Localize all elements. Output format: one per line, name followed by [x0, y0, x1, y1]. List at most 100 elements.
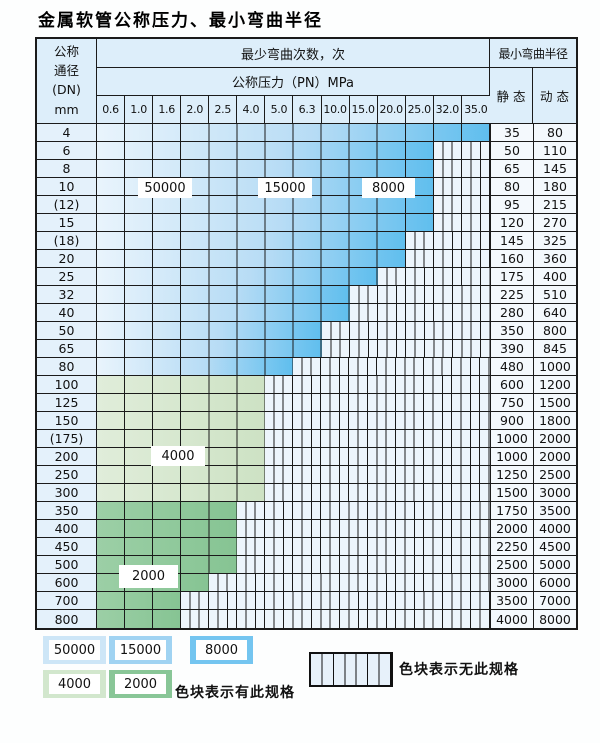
table-row: 65 390 845 — [37, 340, 576, 358]
no-spec-hatch-span — [349, 304, 490, 321]
dn-value: 250 — [37, 466, 97, 483]
dn-value: 25 — [37, 268, 97, 285]
pressure-col-header: 1.6 — [153, 96, 182, 123]
no-spec-hatch-span — [321, 340, 490, 357]
static-radius-value: 1750 — [489, 502, 533, 519]
dn-value: 300 — [37, 484, 97, 501]
dn-value: 400 — [37, 520, 97, 537]
dynamic-radius-value: 145 — [532, 160, 576, 177]
no-spec-hatch-span — [293, 358, 490, 375]
table-row: 350 1750 3500 — [37, 502, 576, 520]
dynamic-radius-value: 6000 — [532, 574, 576, 591]
cycle-count-label: 8000 — [362, 178, 415, 198]
no-spec-hatch-span — [209, 574, 490, 591]
no-spec-hatch-span — [265, 412, 490, 429]
static-radius-value: 3000 — [489, 574, 533, 591]
table-row: 300 1500 3000 — [37, 484, 576, 502]
dn-value: 50 — [37, 322, 97, 339]
static-radius-value: 1000 — [489, 430, 533, 447]
spec-colored-span — [97, 214, 434, 231]
legend-swatch-label: 50000 — [49, 640, 100, 660]
static-column-header: 静 态 — [490, 68, 533, 124]
table-row: 800 4000 8000 — [37, 610, 576, 628]
table-row: 20 160 360 — [37, 250, 576, 268]
dynamic-radius-value: 80 — [532, 124, 576, 141]
table-row: 700 3500 7000 — [37, 592, 576, 610]
dynamic-radius-value: 1000 — [532, 358, 576, 375]
dynamic-radius-value: 640 — [532, 304, 576, 321]
table-row: 200 1000 2000 — [37, 448, 576, 466]
dynamic-radius-value: 4000 — [532, 520, 576, 537]
no-spec-hatch-span — [405, 232, 490, 249]
spec-colored-span — [97, 376, 266, 393]
no-spec-hatch-span — [377, 268, 490, 285]
spec-colored-span — [97, 304, 350, 321]
no-spec-hatch-span — [349, 286, 490, 303]
no-spec-hatch-span — [433, 214, 490, 231]
no-spec-hatch-span — [405, 250, 490, 267]
pressure-col-header: 1.0 — [125, 96, 154, 123]
table-row: (175) 1000 2000 — [37, 430, 576, 448]
legend-swatch: 2000 — [109, 670, 172, 698]
static-radius-value: 80 — [489, 178, 533, 195]
no-spec-hatch-span — [181, 592, 490, 609]
spec-colored-span — [97, 250, 406, 267]
dynamic-radius-value: 3000 — [532, 484, 576, 501]
dn-column-header: 公称 通径 (DN) mm — [37, 39, 97, 124]
spec-colored-span — [97, 592, 182, 609]
static-radius-value: 175 — [489, 268, 533, 285]
table-row: 32 225 510 — [37, 286, 576, 304]
dynamic-radius-value: 845 — [532, 340, 576, 357]
dn-value: 500 — [37, 556, 97, 573]
static-radius-value: 95 — [489, 196, 533, 213]
dynamic-radius-value: 270 — [532, 214, 576, 231]
no-spec-hatch-span — [181, 610, 490, 628]
table-row: 125 750 1500 — [37, 394, 576, 412]
dn-value: 8 — [37, 160, 97, 177]
static-radius-value: 145 — [489, 232, 533, 249]
no-spec-hatch-span — [433, 178, 490, 195]
table-row: 150 900 1800 — [37, 412, 576, 430]
static-radius-value: 2250 — [489, 538, 533, 555]
dn-value: 20 — [37, 250, 97, 267]
no-spec-hatch-span — [237, 556, 490, 573]
no-spec-hatch-span — [265, 430, 490, 447]
table-row: 4 35 80 — [37, 124, 576, 142]
dn-value: 450 — [37, 538, 97, 555]
dn-value: (18) — [37, 232, 97, 249]
table-row: (12) 95 215 — [37, 196, 576, 214]
spec-colored-span — [97, 484, 266, 501]
table-body: 4 35 80 6 50 110 8 65 145 10 80 180 (12) 95 215 15 120 27… — [37, 124, 576, 628]
dn-header-line: mm — [54, 101, 79, 117]
min-bend-radius-header: 最小弯曲半径 — [490, 39, 576, 68]
pressure-col-header: 4.0 — [237, 96, 266, 123]
table-row: 8 65 145 — [37, 160, 576, 178]
dynamic-radius-value: 4500 — [532, 538, 576, 555]
legend-swatch: 8000 — [190, 636, 253, 664]
pressure-col-header: 15.0 — [350, 96, 378, 123]
dn-value: 150 — [37, 412, 97, 429]
dn-value: 350 — [37, 502, 97, 519]
dynamic-radius-value: 1200 — [532, 376, 576, 393]
dn-value: 15 — [37, 214, 97, 231]
dn-value: 65 — [37, 340, 97, 357]
table-row: (18) 145 325 — [37, 232, 576, 250]
spec-colored-span — [97, 124, 490, 141]
cycle-count-label: 50000 — [138, 178, 192, 198]
pressure-col-header: 25.0 — [406, 96, 434, 123]
dn-value: 32 — [37, 286, 97, 303]
pressure-col-header: 0.6 — [97, 96, 126, 123]
no-spec-hatch-span — [265, 448, 490, 465]
dn-value: 4 — [37, 124, 97, 141]
no-spec-hatch-span — [433, 196, 490, 213]
dn-value: 80 — [37, 358, 97, 375]
pressure-col-header: 35.0 — [464, 103, 488, 116]
dn-header-line: 通径 — [53, 63, 79, 79]
static-radius-value: 280 — [489, 304, 533, 321]
no-spec-hatch-span — [265, 394, 490, 411]
dynamic-radius-value: 360 — [532, 250, 576, 267]
static-radius-value: 225 — [489, 286, 533, 303]
table-row: 250 1250 2500 — [37, 466, 576, 484]
dynamic-radius-value: 8000 — [532, 610, 576, 628]
